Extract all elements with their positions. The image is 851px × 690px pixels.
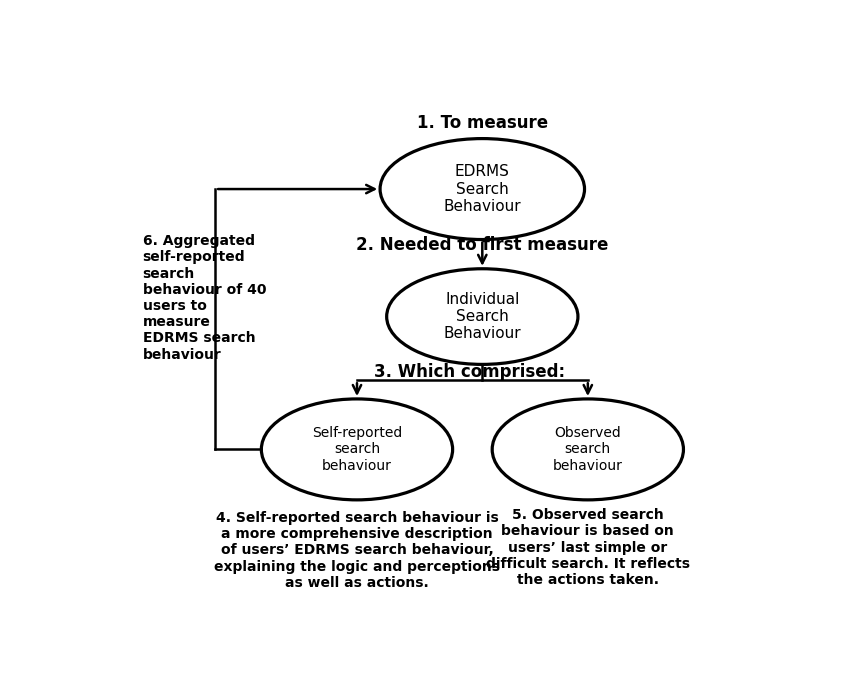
- Text: Observed
search
behaviour: Observed search behaviour: [553, 426, 623, 473]
- Text: Self-reported
search
behaviour: Self-reported search behaviour: [311, 426, 403, 473]
- Text: Individual
Search
Behaviour: Individual Search Behaviour: [443, 292, 521, 342]
- Text: 2. Needed to first measure: 2. Needed to first measure: [356, 236, 608, 254]
- Text: 1. To measure: 1. To measure: [417, 114, 548, 132]
- Text: EDRMS
Search
Behaviour: EDRMS Search Behaviour: [443, 164, 521, 214]
- Text: 4. Self-reported search behaviour is
a more comprehensive description
of users’ : 4. Self-reported search behaviour is a m…: [214, 511, 500, 590]
- Text: 3. Which comprised:: 3. Which comprised:: [374, 364, 565, 382]
- Text: 5. Observed search
behaviour is based on
users’ last simple or
difficult search.: 5. Observed search behaviour is based on…: [486, 509, 690, 587]
- Text: 6. Aggregated
self-reported
search
behaviour of 40
users to
measure
EDRMS search: 6. Aggregated self-reported search behav…: [143, 235, 266, 362]
